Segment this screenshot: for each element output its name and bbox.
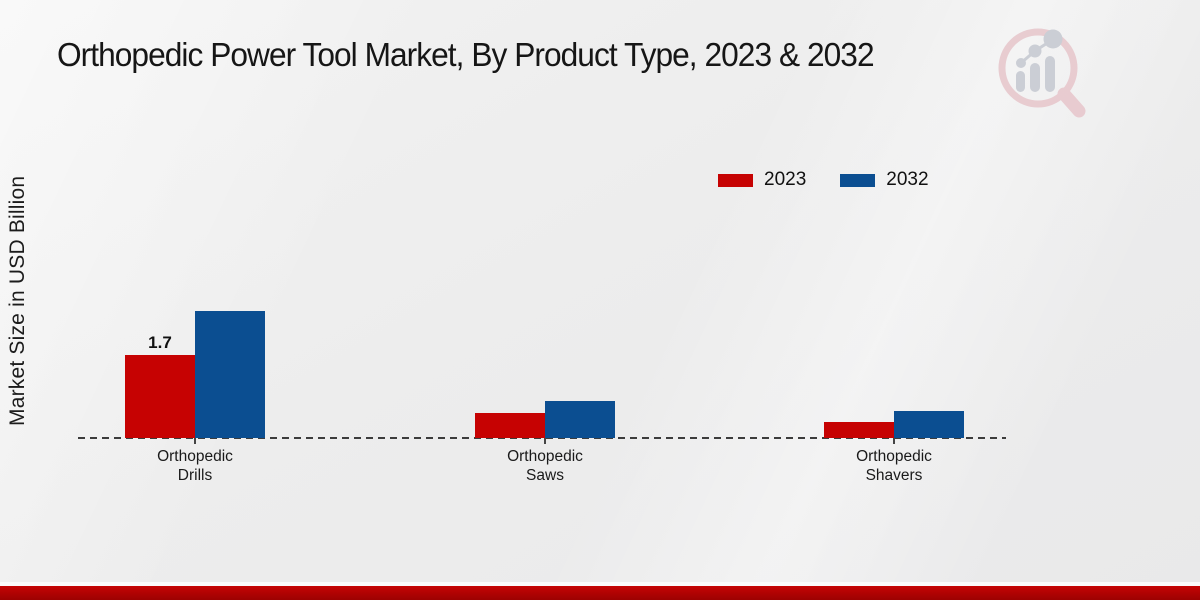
logo-dot-large-icon — [1043, 29, 1063, 49]
legend-item-2023: 2023 — [718, 169, 806, 191]
value-label-2023-orthopedic-drills: 1.7 — [148, 333, 172, 352]
bar-2032-orthopedic-saws — [545, 401, 615, 438]
legend-swatch-2023 — [718, 173, 753, 187]
bar-2032-orthopedic-drills — [195, 311, 265, 438]
x-axis-tick-orthopedic-shavers — [893, 438, 895, 444]
bar-2023-orthopedic-saws — [475, 413, 545, 438]
footer-highlight-line — [0, 582, 1200, 586]
magnifier-handle-icon — [1057, 87, 1086, 118]
footer-red-band — [0, 586, 1200, 600]
logo-dot-medium-icon — [1028, 44, 1042, 58]
legend-label-2032: 2032 — [886, 169, 929, 190]
category-label-orthopedic-drills: Orthopedic Drills — [157, 448, 233, 484]
x-axis-baseline — [78, 437, 1006, 439]
bar-2023-orthopedic-shavers — [824, 422, 894, 438]
bar-2032-orthopedic-shavers — [894, 411, 964, 438]
category-label-orthopedic-shavers: Orthopedic Shavers — [856, 448, 932, 484]
chart-title: Orthopedic Power Tool Market, By Product… — [57, 36, 875, 73]
brand-watermark-logo — [998, 28, 1086, 118]
x-axis-tick-orthopedic-saws — [544, 438, 546, 444]
x-axis-tick-orthopedic-drills — [194, 438, 196, 444]
logo-bar-small-icon — [1016, 71, 1025, 92]
magnifier-ring-icon — [998, 28, 1078, 108]
logo-bar-large-icon — [1045, 56, 1055, 92]
logo-dot-small-icon — [1016, 58, 1026, 68]
legend-label-2023: 2023 — [764, 169, 807, 190]
bar-2023-orthopedic-drills — [125, 355, 195, 438]
legend-swatch-2032 — [840, 173, 876, 187]
legend-item-2032: 2032 — [840, 169, 929, 191]
logo-bar-medium-icon — [1030, 63, 1040, 92]
category-label-orthopedic-saws: Orthopedic Saws — [507, 448, 583, 484]
legend: 2023 2032 — [718, 169, 929, 191]
